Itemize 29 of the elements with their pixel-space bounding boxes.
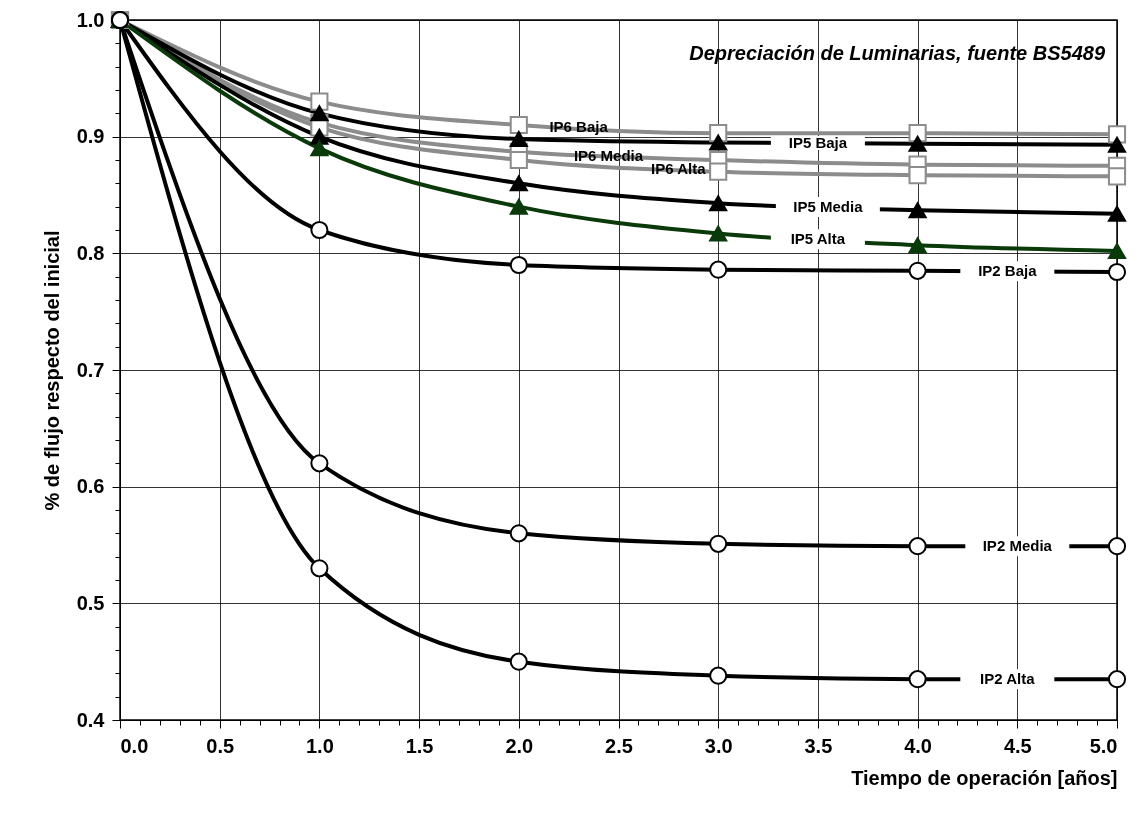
y-tick-label: 0.9 <box>76 125 105 148</box>
x-tick-label: 2.5 <box>605 734 633 757</box>
series-label: IP2 Alta <box>980 670 1036 688</box>
y-axis-title: % de flujo respecto del inicial <box>40 230 63 511</box>
y-tick-label: 0.6 <box>76 475 105 498</box>
series-label: IP5 Alta <box>790 230 846 248</box>
y-tick-label: 0.5 <box>76 591 105 614</box>
x-tick-label: 4.0 <box>904 734 933 757</box>
x-tick-label: 5.0 <box>1089 734 1118 757</box>
x-tick-label: 4.5 <box>1003 734 1032 757</box>
x-tick-label: 1.0 <box>305 734 334 757</box>
y-tick-label: 0.4 <box>76 708 106 731</box>
x-tick-label: 3.5 <box>804 734 833 757</box>
series-label: IP6 Alta <box>651 160 707 178</box>
x-tick-label: 1.5 <box>405 734 434 757</box>
x-axis-title: Tiempo de operación [años] <box>851 766 1118 789</box>
series-label: IP2 Baja <box>978 262 1038 280</box>
series-label: IP2 Media <box>982 537 1053 555</box>
series-label: IP5 Baja <box>788 134 848 152</box>
x-tick-label: 0.5 <box>206 734 235 757</box>
series-label: IP6 Baja <box>549 118 609 136</box>
y-tick-label: 0.8 <box>76 241 105 264</box>
y-tick-label: 0.7 <box>76 358 105 381</box>
series-label: IP6 Media <box>573 146 644 164</box>
x-tick-label: 2.0 <box>505 734 534 757</box>
x-tick-label: 0.0 <box>120 734 149 757</box>
y-tick-label: 1.0 <box>76 8 105 31</box>
x-tick-label: 3.0 <box>704 734 733 757</box>
series-label: IP5 Media <box>793 198 864 216</box>
